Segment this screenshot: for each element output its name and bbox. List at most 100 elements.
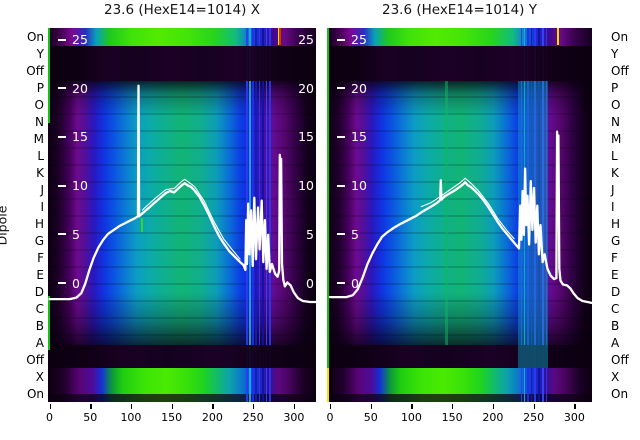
x-tick-mark-0	[49, 404, 51, 409]
x-tick-label-100: 100	[120, 411, 142, 424]
dipole-label-right-e-14: E	[611, 267, 619, 282]
value-tick-number: 10	[72, 178, 88, 194]
value-tick-20: 20	[58, 81, 88, 97]
artifact-line-1	[327, 368, 329, 402]
x-tick-label-200: 200	[482, 411, 504, 424]
dipole-label-right-h-11: H	[611, 216, 621, 231]
dipole-label-right-x-20: X	[611, 369, 620, 384]
dipole-label-right-f-13: F	[611, 250, 618, 265]
x-tick-mark-150	[452, 404, 454, 409]
value-tick-number: 20	[72, 80, 88, 96]
x-tick-mark-250	[533, 404, 535, 409]
artifact-line-0	[327, 28, 329, 368]
x-tick-mark-0	[330, 404, 332, 409]
dipole-axis-right: On Y Off P O N M L K J I H G F E D C B A Off X On	[611, 0, 640, 440]
dipole-label-left-j-9: J	[40, 182, 44, 197]
dipole-label-left-off-2: Off	[26, 63, 44, 78]
value-tick-dash	[58, 87, 66, 90]
artifact-line-1	[48, 296, 50, 350]
value-tick-dash	[58, 282, 66, 284]
dipole-label-left-d-15: D	[34, 284, 44, 299]
heatmap-main-blob	[327, 81, 592, 345]
value-tick-dash	[337, 38, 345, 41]
value-tick-dash	[58, 38, 66, 41]
x-tick-mark-100	[411, 404, 413, 409]
heatmap-off-rows-top	[327, 46, 592, 81]
dipole-label-right-d-15: D	[611, 284, 621, 299]
value-tick-dash	[337, 184, 345, 187]
value-tick-10: 10	[337, 178, 367, 194]
artifact-line-2	[557, 28, 559, 45]
dipole-label-right-k-8: K	[611, 165, 619, 180]
dipole-label-right-off-19: Off	[611, 352, 629, 367]
heatmap-row-shading	[327, 81, 592, 345]
artifact-marks	[48, 28, 316, 402]
value-tick-number: 5	[351, 226, 359, 242]
anomaly-stripe-6	[542, 28, 544, 402]
dipole-label-left-a-18: A	[35, 335, 44, 350]
heatmap-off-row-bottom	[327, 345, 592, 368]
dipole-label-left-c-16: C	[35, 301, 44, 316]
dipole-label-right-p-3: P	[611, 80, 619, 95]
value-tick-0: 0	[58, 276, 80, 292]
x-tick-mark-200	[212, 404, 214, 409]
dipole-label-right-l-7: L	[611, 148, 618, 163]
dipole-label-right-b-17: B	[611, 318, 620, 333]
value-tick-dash	[58, 233, 66, 236]
x-tick-label-300: 300	[283, 411, 305, 424]
value-tick-dash	[58, 135, 66, 138]
x-tick-label-50: 50	[363, 411, 378, 424]
dipole-label-right-a-18: A	[611, 335, 620, 350]
heatmap-off-rows-top	[48, 46, 316, 81]
value-tick-number: 5	[72, 226, 80, 242]
heatmap-panel-y: 25 20 15 10 5 0	[327, 28, 592, 402]
heatmap-band-on-bottom	[48, 394, 316, 402]
value-tick-20: 20	[337, 81, 367, 97]
x-tick-mark-300	[293, 404, 296, 409]
value-tick-5: 5	[58, 227, 80, 243]
x-tick-label-300: 300	[563, 411, 585, 424]
dipole-label-left-on-21: On	[26, 386, 44, 401]
right-edge-value-10: 10	[298, 178, 314, 194]
anomaly-stripe-5	[538, 28, 540, 402]
dipole-label-right-n-5: N	[611, 114, 620, 129]
x-tick-label-150: 150	[441, 411, 463, 424]
dipole-label-left-i-10: I	[40, 199, 44, 214]
right-edge-value-15: 15	[298, 129, 314, 145]
value-tick-number: 15	[351, 129, 367, 145]
dipole-label-right-i-10: I	[611, 199, 615, 214]
right-edge-value-25: 25	[298, 32, 314, 47]
dipole-label-left-off-19: Off	[26, 352, 44, 367]
heatmap-band-on-top	[327, 28, 592, 46]
dipole-label-left-k-8: K	[36, 165, 44, 180]
dipole-axis-left: On Y Off P O N M L K J I H G F E D C B A Off X On	[0, 0, 44, 440]
artifact-line-3	[278, 28, 280, 45]
right-edge-value-20: 20	[298, 80, 314, 96]
panel-x-title: 23.6 (HexE14=1014) X	[103, 2, 260, 18]
signal-curve-svg	[48, 84, 316, 304]
heatmap-panel-x: 25 20 15 10 5 0 25 20 15 10 5 0	[48, 28, 316, 402]
dipole-label-right-c-16: C	[611, 301, 620, 316]
dipole-label-left-b-17: B	[35, 318, 44, 333]
dipole-label-left-h-11: H	[34, 216, 44, 231]
dipole-label-left-y-1: Y	[36, 46, 44, 61]
x-tick-mark-300	[574, 404, 576, 409]
x-tick-label-50: 50	[83, 411, 98, 424]
anomaly-stripe-0	[246, 28, 248, 402]
value-tick-15: 15	[58, 129, 88, 145]
value-tick-dash	[337, 282, 345, 284]
value-tick-10: 10	[58, 178, 88, 194]
dipole-label-left-on-0: On	[26, 29, 44, 44]
x-tick-label-250: 250	[242, 411, 264, 424]
x-tick-mark-50	[370, 404, 373, 409]
x-tick-mark-100	[130, 404, 133, 409]
panel-y-title: 23.6 (HexE14=1014) Y	[381, 2, 537, 18]
dipole-label-right-g-12: G	[611, 233, 621, 248]
heatmap-band-x-bottom	[327, 368, 592, 394]
dipole-label-right-on-21: On	[611, 386, 629, 401]
heatmap-main-blob	[48, 81, 316, 345]
value-tick-number: 25	[351, 32, 367, 47]
artifact-line-4	[445, 81, 448, 345]
x-tick-label-0: 0	[326, 411, 334, 424]
